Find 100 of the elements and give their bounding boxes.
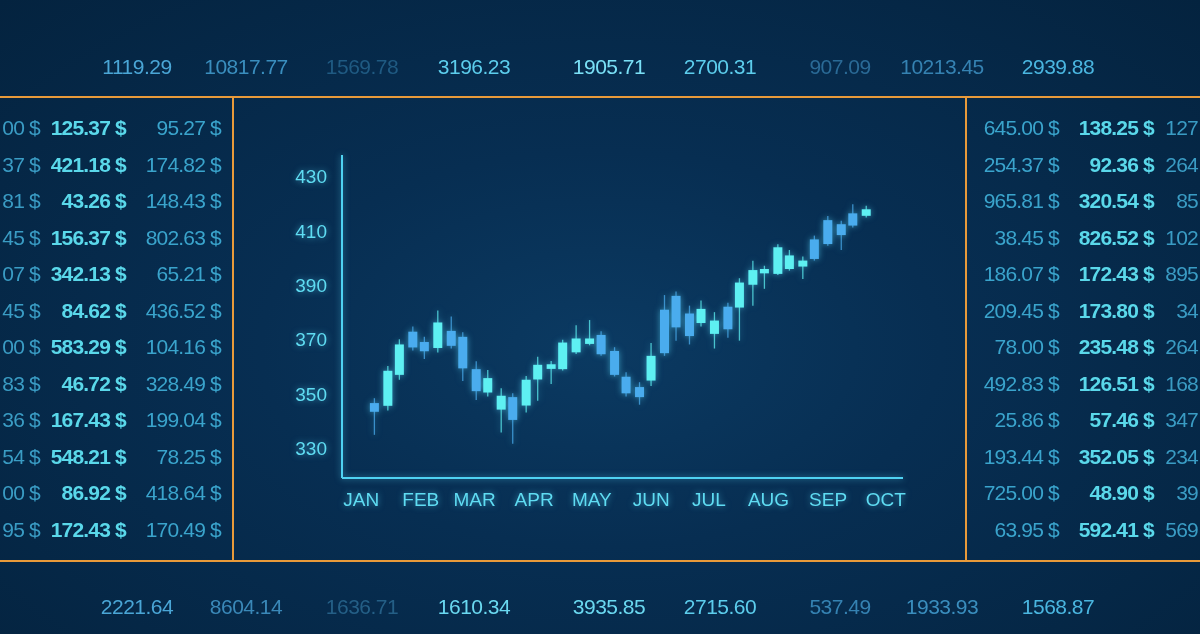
text: 254.37 $	[983, 152, 1059, 177]
text: 1933.93	[905, 595, 979, 619]
text: 102	[1165, 225, 1198, 250]
candlestick	[419, 336, 429, 360]
y-tick-label: 330	[295, 437, 327, 459]
candlestick	[809, 234, 819, 262]
y-tick-label: 410	[295, 220, 327, 242]
candlestick	[848, 203, 858, 229]
text: 127	[1165, 116, 1198, 140]
text: 65.21 $	[156, 262, 221, 286]
text: 173.80 $	[1078, 298, 1154, 323]
text: 39	[1176, 481, 1198, 505]
text: 172.43 $	[50, 517, 126, 542]
x-tick-label: MAR	[453, 489, 496, 511]
y-tick-label: 430	[295, 166, 327, 188]
candlestick	[596, 330, 606, 357]
text: 1636.71	[325, 595, 399, 619]
x-tick-label: JUN	[632, 489, 670, 511]
text: 342.13 $	[50, 262, 126, 286]
x-tick-label: JUL	[692, 489, 726, 511]
text: 548.21 $	[50, 444, 126, 469]
text: 826.52 $	[1078, 225, 1154, 250]
candlestick	[533, 356, 543, 402]
text: 57.46 $	[1089, 408, 1154, 432]
text: 234	[1165, 444, 1198, 469]
text: 8604.14	[209, 595, 283, 619]
text: 00 $	[2, 481, 40, 505]
candlestick	[546, 360, 556, 385]
candlestick	[621, 371, 631, 398]
text: 193.44 $	[983, 444, 1059, 469]
candlestick	[759, 265, 769, 290]
text: 235.48 $	[1078, 335, 1154, 359]
candlestick	[723, 302, 733, 339]
text: 802.63 $	[145, 225, 221, 250]
x-tick-label: MAY	[571, 489, 612, 511]
text: 45 $	[2, 225, 40, 250]
x-tick-label: OCT	[865, 489, 907, 511]
text: 264	[1165, 152, 1198, 177]
x-tick-label: AUG	[747, 489, 790, 511]
text: 95 $	[2, 517, 40, 542]
candlestick	[709, 311, 719, 350]
text: 138.25 $	[1078, 116, 1154, 140]
text: 10213.45	[900, 55, 984, 79]
text: 63.95 $	[994, 517, 1059, 542]
text: 83 $	[2, 371, 40, 396]
text: 2221.64	[100, 595, 174, 619]
text: 00 $	[2, 116, 40, 140]
text: 38.45 $	[994, 225, 1059, 250]
candlestick	[610, 346, 620, 378]
text: 54 $	[2, 444, 40, 469]
text: 148.43 $	[145, 189, 221, 213]
text: 645.00 $	[983, 116, 1059, 140]
candlestick	[684, 304, 694, 346]
x-tick-label: JAN	[343, 489, 380, 511]
text: 85	[1176, 189, 1198, 213]
text: 895	[1165, 262, 1198, 286]
text: 126.51 $	[1078, 371, 1154, 396]
text: 81 $	[2, 189, 40, 213]
text: 46.72 $	[61, 371, 126, 396]
text: 2700.31	[683, 55, 757, 79]
text: 264	[1165, 335, 1198, 359]
text: 48.90 $	[1089, 481, 1154, 505]
text: 07 $	[2, 262, 40, 286]
text: 170.49 $	[145, 517, 221, 542]
text: 725.00 $	[983, 481, 1059, 505]
text: 104.16 $	[145, 335, 221, 359]
text: 168	[1165, 371, 1198, 396]
text: 125.37 $	[50, 116, 126, 140]
text: 156.37 $	[50, 225, 126, 250]
text: 2939.88	[1021, 55, 1095, 79]
text: 37 $	[2, 152, 40, 177]
text: 569	[1165, 517, 1198, 542]
candlestick	[585, 319, 595, 346]
text: 92.36 $	[1089, 152, 1154, 177]
candlestick	[748, 260, 758, 307]
text: 3935.85	[572, 595, 646, 619]
text: 84.62 $	[61, 298, 126, 323]
candlestick	[496, 387, 506, 434]
candlestick	[836, 220, 846, 251]
candlestick	[471, 360, 481, 401]
y-tick-label: 350	[295, 383, 327, 405]
text: 907.09	[809, 55, 871, 79]
candlestick	[446, 315, 456, 350]
candlestick	[571, 324, 581, 355]
text: 00 $	[2, 335, 40, 359]
text: 199.04 $	[145, 408, 221, 432]
text: 965.81 $	[983, 189, 1059, 213]
text: 583.29 $	[50, 335, 126, 359]
y-tick-label: 390	[295, 275, 327, 297]
text: 174.82 $	[145, 152, 221, 177]
text: 1568.87	[1021, 595, 1095, 619]
text: 320.54 $	[1078, 189, 1154, 213]
y-tick-label: 370	[295, 329, 327, 351]
candlestick	[508, 392, 518, 445]
text: 36 $	[2, 408, 40, 432]
candlestick	[696, 299, 706, 328]
text: 3196.23	[437, 55, 511, 79]
text: 537.49	[809, 595, 871, 619]
text: 34	[1176, 298, 1198, 323]
text: 328.49 $	[145, 371, 221, 396]
